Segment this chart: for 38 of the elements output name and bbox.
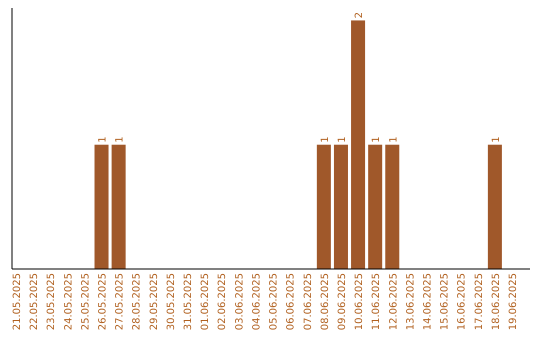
x-tick-label: 08.06.2025	[320, 273, 331, 330]
x-tick-label: 10.06.2025	[354, 273, 366, 330]
data-label: 1	[490, 136, 502, 143]
data-label: 1	[371, 136, 382, 143]
x-tick-label: 21.05.2025	[12, 273, 24, 330]
x-tick-label: 16.06.2025	[456, 273, 468, 330]
data-label: 2	[354, 12, 366, 18]
x-tick-label: 26.05.2025	[98, 273, 109, 330]
x-tick-label: 07.06.2025	[302, 273, 314, 330]
x-tick-label: 31.05.2025	[183, 273, 194, 330]
x-tick-label: 15.06.2025	[440, 273, 451, 330]
x-tick-label: 01.06.2025	[200, 273, 212, 330]
x-tick-label: 11.06.2025	[371, 273, 382, 330]
x-tick-label: 28.05.2025	[132, 273, 143, 330]
x-tick-label: 17.06.2025	[474, 273, 485, 330]
x-tick-label: 05.06.2025	[268, 273, 280, 330]
data-label: 1	[98, 136, 109, 143]
x-tick-label: 24.05.2025	[63, 273, 74, 330]
x-tick-label: 02.06.2025	[217, 273, 228, 330]
x-tick-label: 30.05.2025	[166, 273, 177, 330]
data-label: 1	[336, 136, 348, 143]
data-label: 1	[114, 136, 126, 143]
data-label: 1	[320, 136, 331, 143]
x-tick-label: 29.05.2025	[148, 273, 160, 330]
x-tick-label: 18.06.2025	[490, 273, 502, 330]
x-tick-label: 23.05.2025	[46, 273, 58, 330]
x-tick-label: 04.06.2025	[251, 273, 262, 330]
x-tick-label: 14.06.2025	[422, 273, 434, 330]
x-tick-label: 25.05.2025	[80, 273, 92, 330]
x-tick-label: 06.06.2025	[286, 273, 297, 330]
data-label: 1	[388, 136, 400, 143]
x-tick-label: 09.06.2025	[336, 273, 348, 330]
x-tick-label: 12.06.2025	[388, 273, 400, 330]
x-tick-label: 27.05.2025	[114, 273, 126, 330]
x-tick-label: 22.05.2025	[29, 273, 40, 330]
x-tick-label: 03.06.2025	[234, 273, 246, 330]
x-tick-label: 13.06.2025	[405, 273, 416, 330]
x-tick-label: 19.06.2025	[508, 273, 519, 330]
